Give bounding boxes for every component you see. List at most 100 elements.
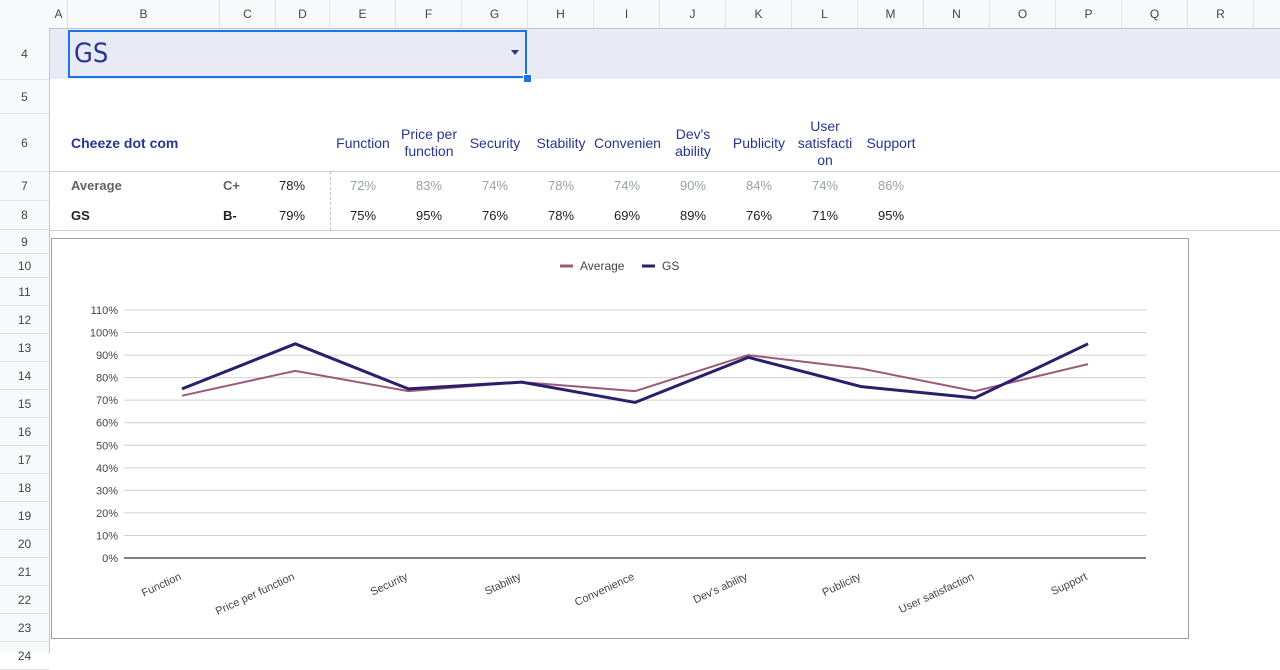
row-value: 69% — [597, 208, 657, 223]
row-value: 95% — [861, 208, 921, 223]
column-header-a[interactable]: A — [50, 0, 68, 28]
row-grade: C+ — [223, 178, 240, 193]
row-header-7[interactable]: 7 — [0, 172, 49, 201]
column-header-q[interactable]: Q — [1122, 0, 1188, 28]
row-header-20[interactable]: 20 — [0, 530, 49, 558]
row-grade: B- — [223, 208, 237, 223]
row-name: GS — [71, 208, 90, 223]
row-value: 76% — [465, 208, 525, 223]
row-value: 74% — [597, 178, 657, 193]
column-header-r[interactable]: R — [1188, 0, 1254, 28]
row-header-14[interactable]: 14 — [0, 362, 49, 390]
x-tick-label: Security — [369, 571, 411, 599]
x-tick-label: Price per function — [214, 571, 297, 618]
row-header-15[interactable]: 15 — [0, 390, 49, 418]
row-value: 95% — [399, 208, 459, 223]
row-header-19[interactable]: 19 — [0, 502, 49, 530]
row-header-16[interactable]: 16 — [0, 418, 49, 446]
legend-label: GS — [662, 259, 679, 273]
column-header-e[interactable]: E — [330, 0, 396, 28]
y-tick-label: 10% — [96, 530, 118, 542]
row-header-18[interactable]: 18 — [0, 474, 49, 502]
column-header-m[interactable]: M — [858, 0, 924, 28]
row-name: Average — [71, 178, 122, 193]
column-header-g[interactable]: G — [462, 0, 528, 28]
row-value: 78% — [531, 208, 591, 223]
row-value: 78% — [531, 178, 591, 193]
x-tick-label: Convenience — [573, 571, 636, 609]
column-header-n[interactable]: N — [924, 0, 990, 28]
row-header-10[interactable]: 10 — [0, 254, 49, 278]
y-tick-label: 50% — [96, 440, 118, 452]
column-header-f[interactable]: F — [396, 0, 462, 28]
x-tick-label: Function — [140, 571, 183, 600]
row-value: 90% — [663, 178, 723, 193]
column-header-b[interactable]: B — [68, 0, 220, 28]
metric-header: Convenienc — [594, 135, 660, 152]
column-header-c[interactable]: C — [220, 0, 276, 28]
row-value: 83% — [399, 178, 459, 193]
y-tick-label: 110% — [91, 305, 119, 317]
row-header-23[interactable]: 23 — [0, 614, 49, 642]
y-tick-label: 0% — [102, 553, 118, 565]
row-header-9[interactable]: 9 — [0, 230, 49, 254]
column-header-h[interactable]: H — [528, 0, 594, 28]
y-tick-label: 60% — [96, 418, 118, 430]
column-header-k[interactable]: K — [726, 0, 792, 28]
x-tick-label: Support — [1049, 571, 1089, 598]
row-header-6[interactable]: 6 — [0, 114, 49, 172]
company-selector-dropdown[interactable]: GS — [68, 30, 527, 78]
row-header-11[interactable]: 11 — [0, 278, 49, 306]
column-header-l[interactable]: L — [792, 0, 858, 28]
row-value: 74% — [465, 178, 525, 193]
x-tick-label: Dev's ability — [692, 571, 750, 607]
row-header-22[interactable]: 22 — [0, 586, 49, 614]
y-tick-label: 20% — [96, 508, 118, 520]
row-value: 74% — [795, 178, 855, 193]
column-header-j[interactable]: J — [660, 0, 726, 28]
y-tick-label: 30% — [96, 485, 118, 497]
column-header-o[interactable]: O — [990, 0, 1056, 28]
column-divider — [330, 172, 331, 230]
column-header-d[interactable]: D — [276, 0, 330, 28]
chart-svg: 0% 10% 20% 30% 40% 50% 60% 70% 80% 90% 100% 110% Fun… — [52, 239, 1188, 638]
row-total: 78% — [276, 178, 308, 193]
metric-header: Support — [858, 135, 924, 152]
column-header-p[interactable]: P — [1056, 0, 1122, 28]
row-value: 86% — [861, 178, 921, 193]
y-tick-label: 80% — [96, 373, 118, 385]
metric-header: Dev's ability — [660, 126, 726, 160]
row-header-5[interactable]: 5 — [0, 80, 49, 114]
metric-header: Publicity — [726, 135, 792, 152]
legend-label: Average — [580, 259, 625, 273]
y-tick-label: 100% — [90, 328, 118, 340]
row-value: 84% — [729, 178, 789, 193]
x-tick-label: Publicity — [821, 571, 864, 599]
row-header-8[interactable]: 8 — [0, 201, 49, 230]
row-total: 79% — [276, 208, 308, 223]
row-header-24[interactable]: 24 — [0, 642, 49, 670]
row-value: 89% — [663, 208, 723, 223]
y-tick-label: 70% — [96, 395, 118, 407]
metric-header: Function — [330, 135, 396, 152]
y-tick-label: 40% — [96, 463, 118, 475]
row-header-4[interactable]: 4 — [0, 28, 49, 80]
line-chart[interactable]: 0% 10% 20% 30% 40% 50% 60% 70% 80% 90% 100% 110% Fun… — [51, 238, 1189, 639]
y-tick-label: 90% — [96, 350, 118, 362]
row-header-17[interactable]: 17 — [0, 446, 49, 474]
row-value: 72% — [333, 178, 393, 193]
row-value: 75% — [333, 208, 393, 223]
header-divider — [50, 171, 1280, 172]
row-header-12[interactable]: 12 — [0, 306, 49, 334]
row-header-13[interactable]: 13 — [0, 334, 49, 362]
fill-handle[interactable] — [523, 74, 532, 83]
x-tick-label: User satisfaction — [897, 571, 976, 616]
selector-value: GS — [74, 38, 108, 69]
dropdown-arrow-icon[interactable] — [511, 50, 519, 55]
row-header-21[interactable]: 21 — [0, 558, 49, 586]
table-bottom-divider — [50, 230, 1280, 231]
column-header-i[interactable]: I — [594, 0, 660, 28]
x-tick-label: Stability — [483, 571, 523, 598]
